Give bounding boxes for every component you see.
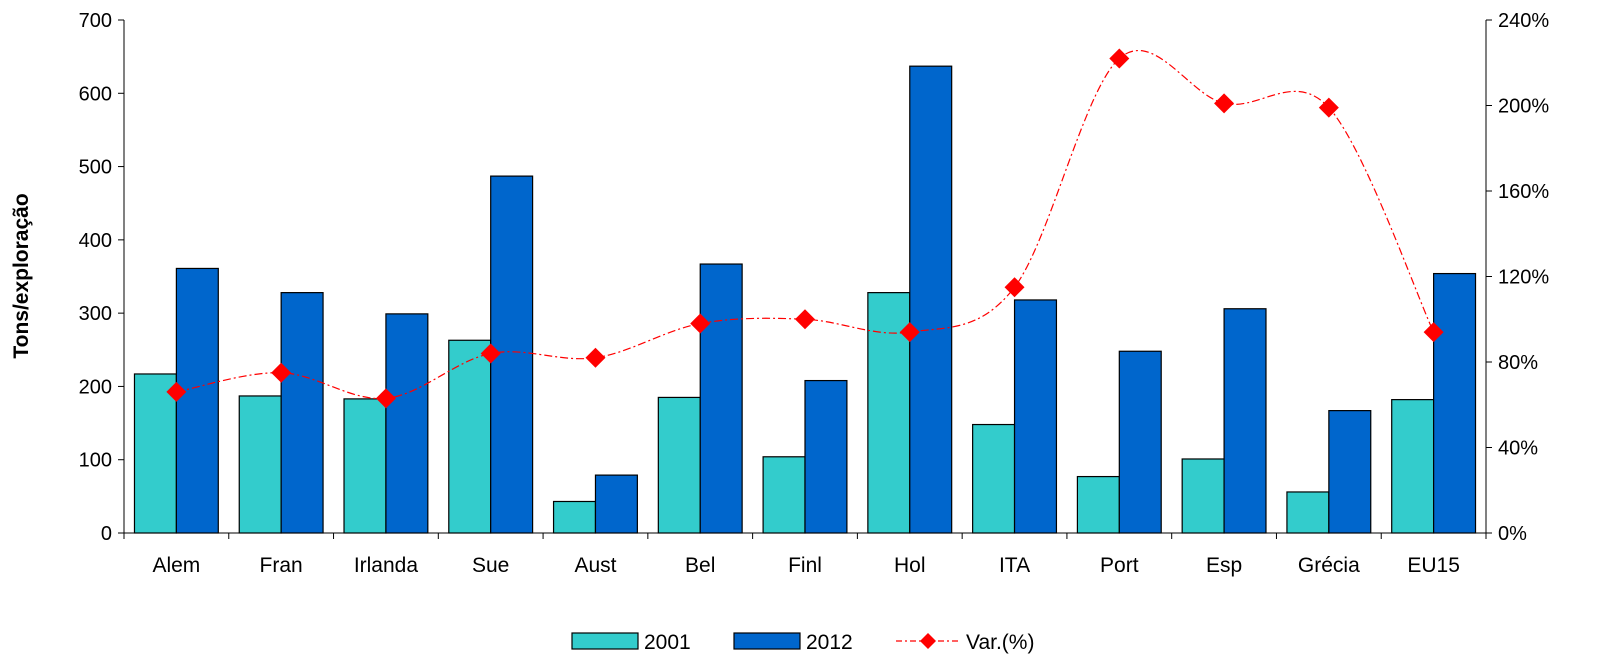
bar-2012 — [699, 263, 743, 534]
x-tick-label: Alem — [152, 554, 200, 577]
variation-point — [585, 347, 606, 368]
legend-swatch-2012 — [733, 632, 801, 650]
y-tick-label: 400 — [79, 230, 112, 252]
variation-point — [1109, 48, 1130, 69]
x-tick-label: Irlanda — [354, 554, 419, 577]
x-tick-label: Hol — [894, 554, 926, 577]
legend-label: 2012 — [806, 631, 853, 654]
variation-point — [1004, 277, 1025, 298]
bar-2012 — [1433, 272, 1477, 534]
variation-point — [690, 313, 711, 334]
x-tick-label: Finl — [788, 554, 822, 577]
bar-2001 — [448, 339, 492, 534]
bar-2001 — [1076, 475, 1120, 534]
variation-point — [271, 362, 292, 383]
x-tick-label: Aust — [574, 554, 616, 577]
bar-2012 — [175, 267, 219, 534]
y2-tick-label: 160% — [1498, 181, 1549, 203]
y2-tick-label: 240% — [1498, 10, 1549, 32]
bar-2001 — [343, 398, 387, 534]
variation-line — [166, 48, 1444, 409]
legend-marker-var — [920, 633, 936, 649]
y-tick-label: 100 — [79, 450, 112, 472]
tick-labels: 0 100 200 300 400 500 600 700 0% 40% 80% 120% 160% 20… — [79, 10, 1550, 577]
bar-2012 — [594, 474, 638, 534]
bar-2001 — [552, 500, 597, 534]
bar-2001 — [657, 396, 701, 534]
x-tick-label: Esp — [1206, 554, 1242, 577]
x-tick-label: ITA — [999, 554, 1030, 577]
bar-2012 — [804, 379, 848, 534]
y2-tick-label: 80% — [1498, 352, 1538, 374]
legend-swatch-2001 — [571, 632, 639, 650]
x-tick-label: Grécia — [1298, 554, 1360, 577]
variation-point — [1214, 93, 1235, 114]
x-tick-label: Port — [1100, 554, 1139, 577]
bar-2012 — [385, 313, 429, 534]
x-tick-label: EU15 — [1407, 554, 1460, 577]
y2-tick-label: 40% — [1498, 438, 1538, 460]
y-tick-label: 700 — [79, 10, 112, 32]
variation-point — [899, 322, 920, 343]
bar-2001 — [1181, 458, 1225, 534]
legend: 2001 2012 Var.(%) — [571, 631, 1034, 654]
bar-2001 — [133, 373, 177, 534]
legend-label: 2001 — [644, 631, 691, 654]
bar-2012 — [1328, 410, 1372, 534]
bar-2001 — [1391, 399, 1435, 534]
bar-2012 — [1223, 308, 1267, 534]
y-tick-label: 500 — [79, 157, 112, 179]
y2-tick-label: 0% — [1498, 523, 1527, 545]
y2-tick-label: 200% — [1498, 96, 1549, 118]
y-tick-label: 200 — [79, 376, 112, 398]
y-tick-label: 300 — [79, 303, 112, 325]
bar-2012 — [1013, 299, 1058, 534]
x-tick-label: Fran — [260, 554, 303, 577]
variation-point — [166, 381, 187, 402]
bar-2012 — [909, 65, 953, 534]
bar-2001 — [762, 456, 806, 534]
x-tick-label: Sue — [472, 554, 509, 577]
variation-point — [375, 388, 396, 409]
bar-2012 — [1118, 350, 1162, 534]
bar-2001 — [1286, 491, 1330, 534]
y-tick-label: 600 — [79, 83, 112, 105]
x-tick-label: Bel — [685, 554, 715, 577]
bar-2001 — [238, 395, 282, 534]
bars — [133, 65, 1477, 534]
variation-point — [1318, 97, 1339, 118]
y2-tick-label: 120% — [1498, 267, 1549, 289]
y-tick-label: 0 — [101, 523, 112, 545]
y-axis-label: Tons/exploração — [10, 193, 33, 358]
legend-label: Var.(%) — [966, 631, 1034, 654]
variation-point — [480, 343, 501, 364]
variation-point — [795, 309, 815, 330]
variation-line-path — [176, 50, 1435, 400]
bar-2001 — [972, 423, 1016, 534]
variation-point — [1423, 322, 1444, 343]
bar-2012 — [280, 292, 324, 534]
